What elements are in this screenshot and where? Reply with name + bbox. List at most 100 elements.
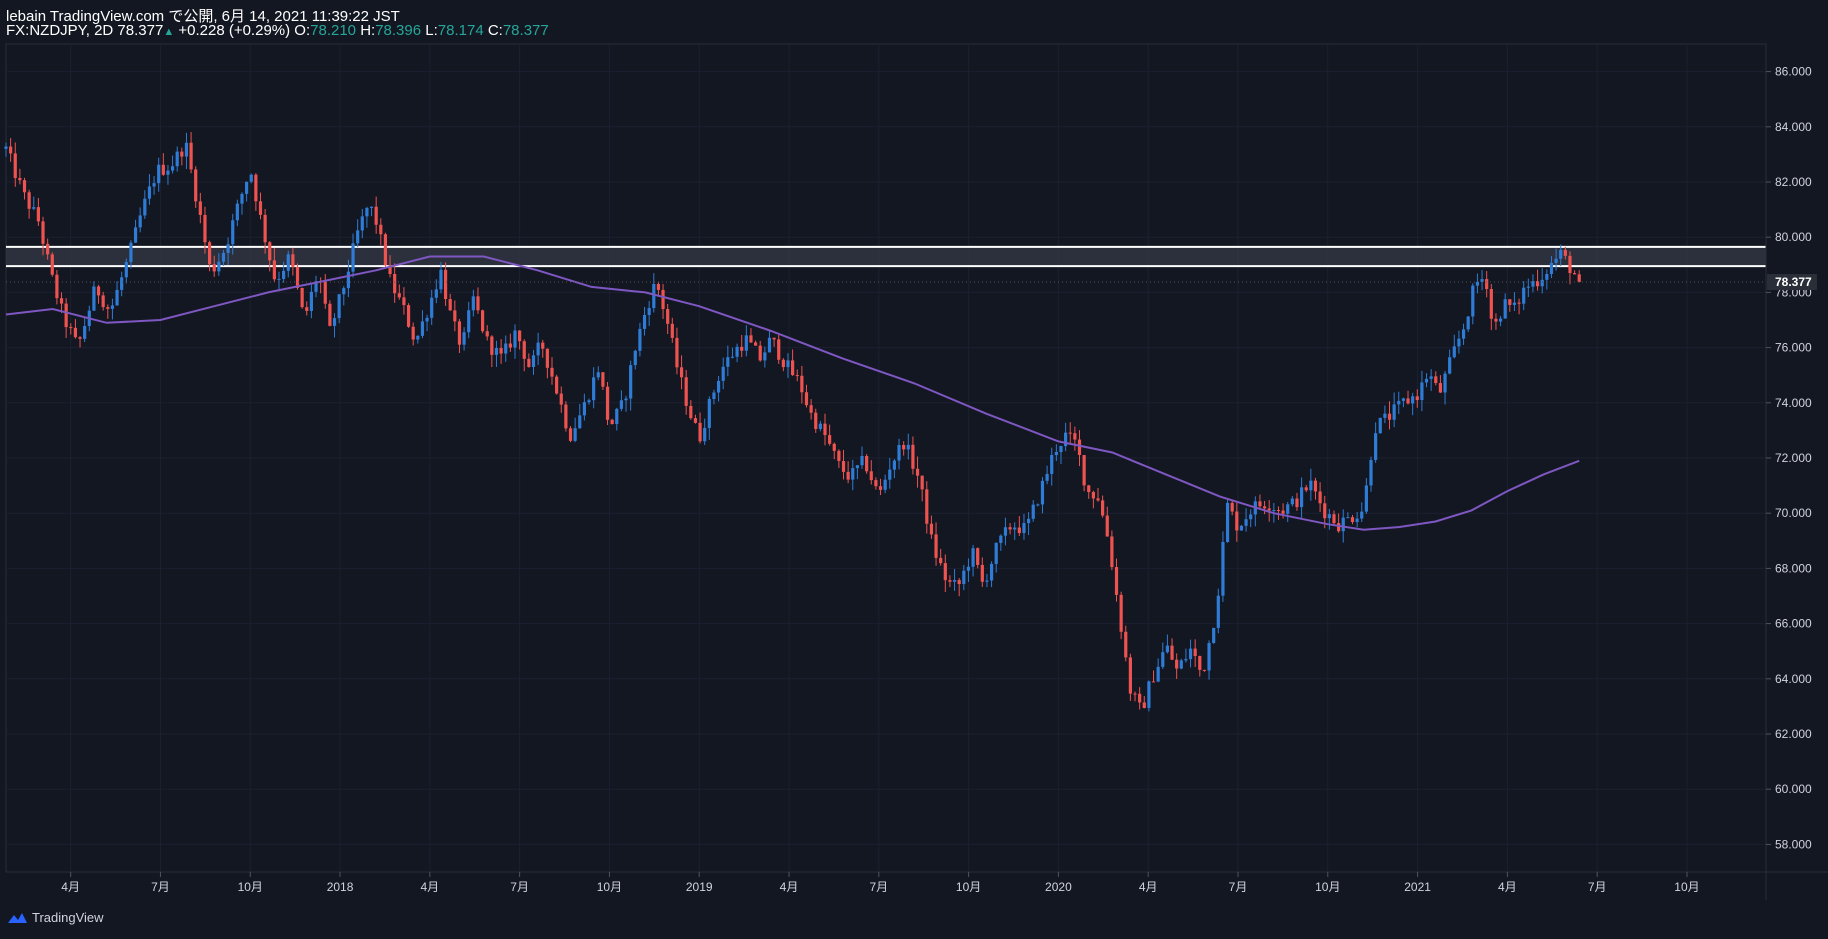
candle-body	[221, 252, 226, 262]
candle-body	[258, 201, 263, 215]
candle-down	[161, 153, 165, 176]
candle-down	[1406, 390, 1410, 405]
candle-body	[1549, 262, 1554, 274]
candle-body	[1341, 517, 1345, 532]
up-arrow-icon: ▲	[163, 26, 175, 38]
candle-body	[1202, 669, 1207, 671]
candle-body	[120, 277, 124, 290]
candle-down	[1082, 455, 1086, 492]
candle-body	[865, 456, 869, 472]
candle-body	[138, 215, 142, 228]
candle-body	[1170, 645, 1174, 660]
candle-up	[332, 313, 337, 338]
candle-down	[689, 400, 693, 420]
x-tick-label: 2021	[1404, 880, 1431, 894]
candle-down	[758, 340, 762, 362]
candle-down	[203, 206, 207, 254]
candle-up	[143, 190, 147, 219]
candle-body	[814, 412, 818, 429]
candle-body	[1535, 281, 1540, 287]
candle-body	[874, 480, 878, 487]
candle-body	[605, 386, 610, 420]
candle-down	[1068, 422, 1072, 445]
candle-body	[27, 192, 31, 209]
candle-body	[1262, 506, 1267, 509]
candle-down	[753, 340, 758, 346]
candle-body	[346, 271, 351, 289]
candle-up	[471, 289, 475, 317]
candle-down	[406, 303, 411, 328]
candle-body	[999, 535, 1003, 543]
candle-body	[425, 317, 429, 322]
candle-body	[707, 399, 711, 428]
y-tick-label: 84.000	[1775, 120, 1812, 134]
candle-body	[679, 367, 684, 378]
candle-body	[305, 307, 309, 311]
candle-up	[1216, 588, 1220, 634]
candle-down	[101, 291, 105, 311]
candle-body	[467, 310, 471, 333]
candle-body	[323, 281, 327, 304]
candle-up	[999, 534, 1003, 551]
candle-body	[1572, 273, 1577, 275]
x-tick-label: 4月	[1139, 880, 1158, 894]
candle-up	[166, 164, 170, 185]
resistance-zone-fill	[6, 246, 1766, 267]
candle-body	[203, 214, 207, 243]
candle-up	[425, 314, 429, 332]
candle-body	[309, 291, 313, 311]
candle-body	[494, 348, 499, 355]
candle-body	[1443, 373, 1447, 393]
candle-body	[430, 297, 434, 318]
candle-up	[1031, 500, 1035, 522]
candle-body	[457, 321, 462, 345]
symbol-interval[interactable]: FX:NZDJPY, 2D	[6, 22, 114, 39]
candle-body	[1355, 518, 1359, 523]
candle-up	[1475, 273, 1480, 294]
candle-body	[1559, 249, 1563, 259]
candle-body	[1364, 485, 1368, 512]
candle-up	[647, 301, 651, 326]
candle-body	[1485, 279, 1489, 289]
candle-body	[198, 201, 202, 215]
candle-down	[1235, 501, 1239, 542]
candle-body	[1188, 648, 1193, 660]
candle-down	[957, 578, 961, 597]
candle-body	[962, 570, 966, 585]
candle-body	[971, 548, 975, 567]
tradingview-logo-icon	[8, 912, 27, 923]
candle-up	[744, 325, 748, 357]
candle-body	[976, 548, 980, 565]
candle-up	[120, 271, 124, 297]
candle-up	[578, 403, 582, 429]
candle-down	[943, 554, 947, 593]
candle-down	[73, 319, 78, 339]
candle-body	[1161, 652, 1165, 667]
candle-body	[32, 207, 36, 209]
candle-body	[1124, 631, 1128, 658]
candle-body	[1489, 288, 1493, 319]
candle-up	[1360, 502, 1364, 523]
x-tick-label: 4月	[420, 880, 439, 894]
candle-body	[559, 393, 563, 405]
candle-body	[268, 242, 272, 261]
candle-up	[1050, 447, 1054, 486]
candle-down	[874, 477, 878, 490]
candle-up	[1378, 417, 1382, 434]
time-axis[interactable]: 4月 7月 10月 2018 4月 7月 10月 2019 4月 7月 10月 2020 4月 7月 10月…	[6, 871, 1828, 894]
candle-up	[439, 262, 443, 294]
candle-down	[194, 166, 198, 208]
candle-down	[828, 424, 832, 446]
candle-down	[1508, 299, 1512, 312]
candle-body	[1212, 627, 1216, 643]
y-tick-label: 62.000	[1775, 727, 1812, 741]
candle-body	[480, 310, 485, 332]
high-value: 78.396	[375, 22, 422, 39]
candle-body	[13, 153, 17, 179]
candle-body	[647, 308, 651, 316]
candle-up	[282, 261, 286, 283]
candle-up	[217, 253, 221, 276]
candle-body	[180, 151, 184, 157]
price-axis[interactable]: 58.000 60.000 62.000 64.000 66.000 68.000 70.0…	[6, 44, 1817, 900]
